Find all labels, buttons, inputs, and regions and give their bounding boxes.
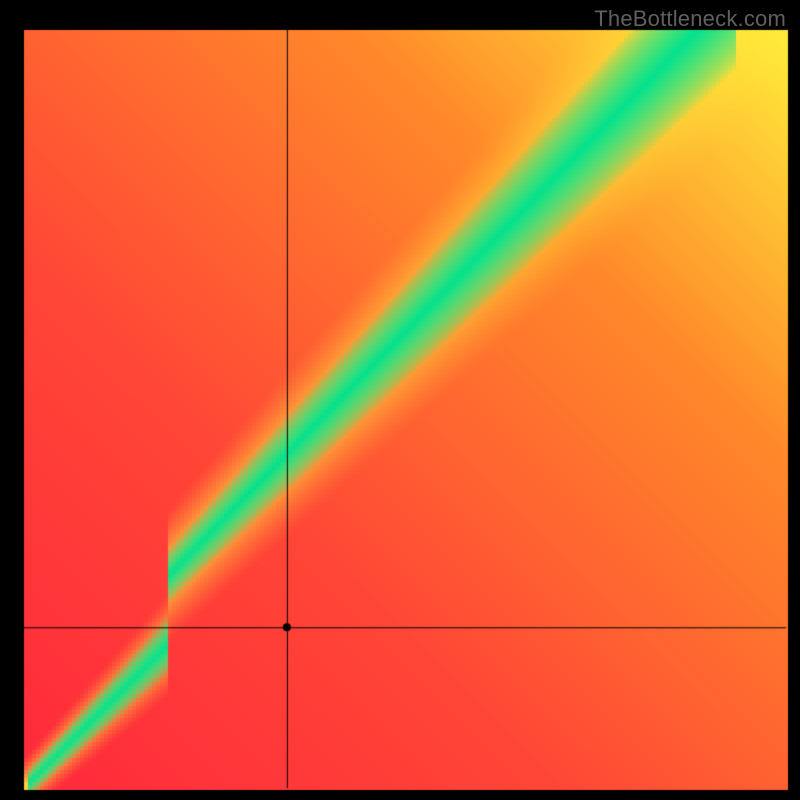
heatmap-canvas [0, 0, 800, 800]
watermark-text: TheBottleneck.com [594, 6, 786, 32]
chart-container: TheBottleneck.com [0, 0, 800, 800]
